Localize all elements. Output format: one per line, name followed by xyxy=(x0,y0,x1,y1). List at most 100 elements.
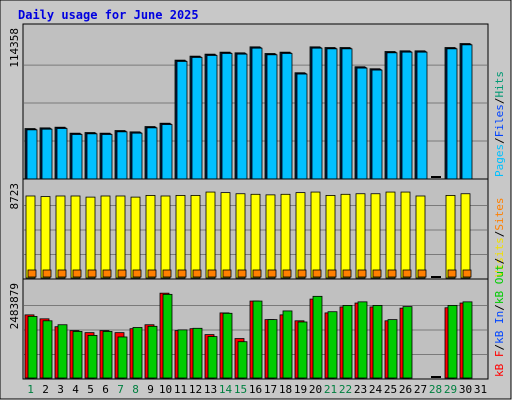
bar-visits-day-16 xyxy=(250,193,261,279)
bar-visits-day-9 xyxy=(145,195,156,279)
bar-kbout-day-13 xyxy=(207,336,218,379)
bar-visits-day-17 xyxy=(265,194,276,279)
bar-sites-day-12 xyxy=(192,269,202,278)
bar-visits-day-25 xyxy=(385,191,396,279)
bar-visits-day-23 xyxy=(355,193,366,279)
bar-sites-day-16 xyxy=(252,269,262,278)
bar-sites-day-23 xyxy=(357,269,367,278)
bar-kbout-day-5 xyxy=(87,334,98,379)
bar-kbout-day-23 xyxy=(357,301,368,379)
bar-visits-day-29 xyxy=(445,195,456,279)
x-tick-label: 10 xyxy=(159,383,172,396)
legend-entry: Visits xyxy=(493,237,506,277)
bar-kbout-day-8 xyxy=(132,327,143,379)
bar-sites-day-8 xyxy=(132,269,142,278)
bar-sites-day-22 xyxy=(342,269,352,278)
bar-pages-day-2 xyxy=(41,128,53,180)
bar-kbout-day-30 xyxy=(462,301,473,379)
bar-kbout-day-4 xyxy=(72,331,83,379)
x-tick-label: 29 xyxy=(444,383,457,396)
bar-sites-day-17 xyxy=(267,269,277,278)
bar-pages-day-10 xyxy=(161,124,173,180)
bar-pages-day-12 xyxy=(191,57,203,180)
x-tick-label: 7 xyxy=(117,383,124,396)
bar-pages-day-30 xyxy=(461,44,473,180)
legend-entry: / xyxy=(493,344,506,351)
bar-sites-day-14 xyxy=(222,269,232,278)
x-tick-label: 14 xyxy=(219,383,233,396)
legend-hits: Pages/Files/Hits xyxy=(493,71,506,177)
x-tick-label: 18 xyxy=(279,383,292,396)
bar-pages-day-21 xyxy=(326,48,338,180)
bar-pages-day-9 xyxy=(146,127,158,180)
bar-visits-day-19 xyxy=(295,192,306,279)
bar-sites-day-27 xyxy=(417,269,427,278)
bar-pages-day-25 xyxy=(386,52,398,180)
legend-entry: / xyxy=(493,98,506,105)
x-tick-label: 24 xyxy=(369,383,383,396)
bar-visits-day-7 xyxy=(115,195,126,279)
legend-entry: Sites xyxy=(493,198,506,231)
bar-kbout-day-25 xyxy=(387,319,398,379)
bar-pages-day-14 xyxy=(221,53,233,180)
bar-kbout-day-9 xyxy=(147,325,158,379)
bar-visits-day-26 xyxy=(400,191,411,279)
x-tick-label: 15 xyxy=(234,383,247,396)
bar-kbout-day-11 xyxy=(177,329,188,379)
bar-sites-day-1 xyxy=(27,269,37,278)
bar-kbout-day-18 xyxy=(282,310,293,379)
x-tick-label: 5 xyxy=(87,383,94,396)
bar-kbout-day-3 xyxy=(57,324,68,379)
bar-pages-day-20 xyxy=(311,47,323,180)
x-axis: 1 2 3 4 5 6 7 8 9 10 11 12 13 14 15 16 17 18 19 20 21 22 23 24 2… xyxy=(27,383,487,396)
bar-sites-day-15 xyxy=(237,269,247,278)
empty-day-marker xyxy=(431,376,441,378)
bar-pages-day-1 xyxy=(26,129,38,180)
bar-visits-day-15 xyxy=(235,193,246,279)
bar-pages-day-4 xyxy=(71,134,83,180)
bar-visits-day-24 xyxy=(370,193,381,279)
bar-kbout-day-21 xyxy=(327,311,338,379)
bar-visits-day-8 xyxy=(130,196,141,279)
bar-visits-day-6 xyxy=(100,195,111,279)
bar-visits-day-10 xyxy=(160,195,171,279)
bar-sites-day-4 xyxy=(72,269,82,278)
bar-pages-day-11 xyxy=(176,61,188,180)
bar-visits-day-22 xyxy=(340,193,351,279)
y-max-label: 8723 xyxy=(8,183,21,210)
bar-sites-day-3 xyxy=(57,269,67,278)
x-tick-label: 26 xyxy=(399,383,412,396)
legend-entry: kB F xyxy=(493,351,506,378)
bar-pages-day-22 xyxy=(341,48,353,180)
bar-sites-day-30 xyxy=(462,269,472,278)
bar-pages-day-8 xyxy=(131,132,143,180)
bar-pages-day-27 xyxy=(416,51,428,180)
x-tick-label: 1 xyxy=(27,383,34,396)
bar-kbout-day-19 xyxy=(297,321,308,379)
bar-kbout-day-16 xyxy=(252,300,263,379)
bar-kbout-day-1 xyxy=(27,316,38,379)
bar-pages-day-3 xyxy=(56,128,68,180)
bar-kbout-day-20 xyxy=(312,295,323,379)
bar-pages-day-6 xyxy=(101,134,113,180)
bar-sites-day-20 xyxy=(312,269,322,278)
legend-entry: / xyxy=(493,304,506,311)
bar-pages-day-15 xyxy=(236,53,248,180)
x-tick-label: 2 xyxy=(42,383,49,396)
bar-visits-day-2 xyxy=(40,196,51,279)
legend-kbytes: kB F/kB In/kB Out/ xyxy=(493,258,506,377)
bar-kbout-day-7 xyxy=(117,336,128,379)
bar-pages-day-19 xyxy=(296,73,308,180)
x-tick-label: 21 xyxy=(324,383,337,396)
x-tick-label: 30 xyxy=(459,383,472,396)
bar-visits-day-18 xyxy=(280,193,291,279)
bar-pages-day-18 xyxy=(281,53,293,180)
y-max-label: 2483879 xyxy=(8,283,21,329)
bar-pages-day-7 xyxy=(116,131,128,180)
x-tick-label: 6 xyxy=(102,383,109,396)
bar-kbout-day-17 xyxy=(267,319,278,379)
x-tick-label: 13 xyxy=(204,383,217,396)
